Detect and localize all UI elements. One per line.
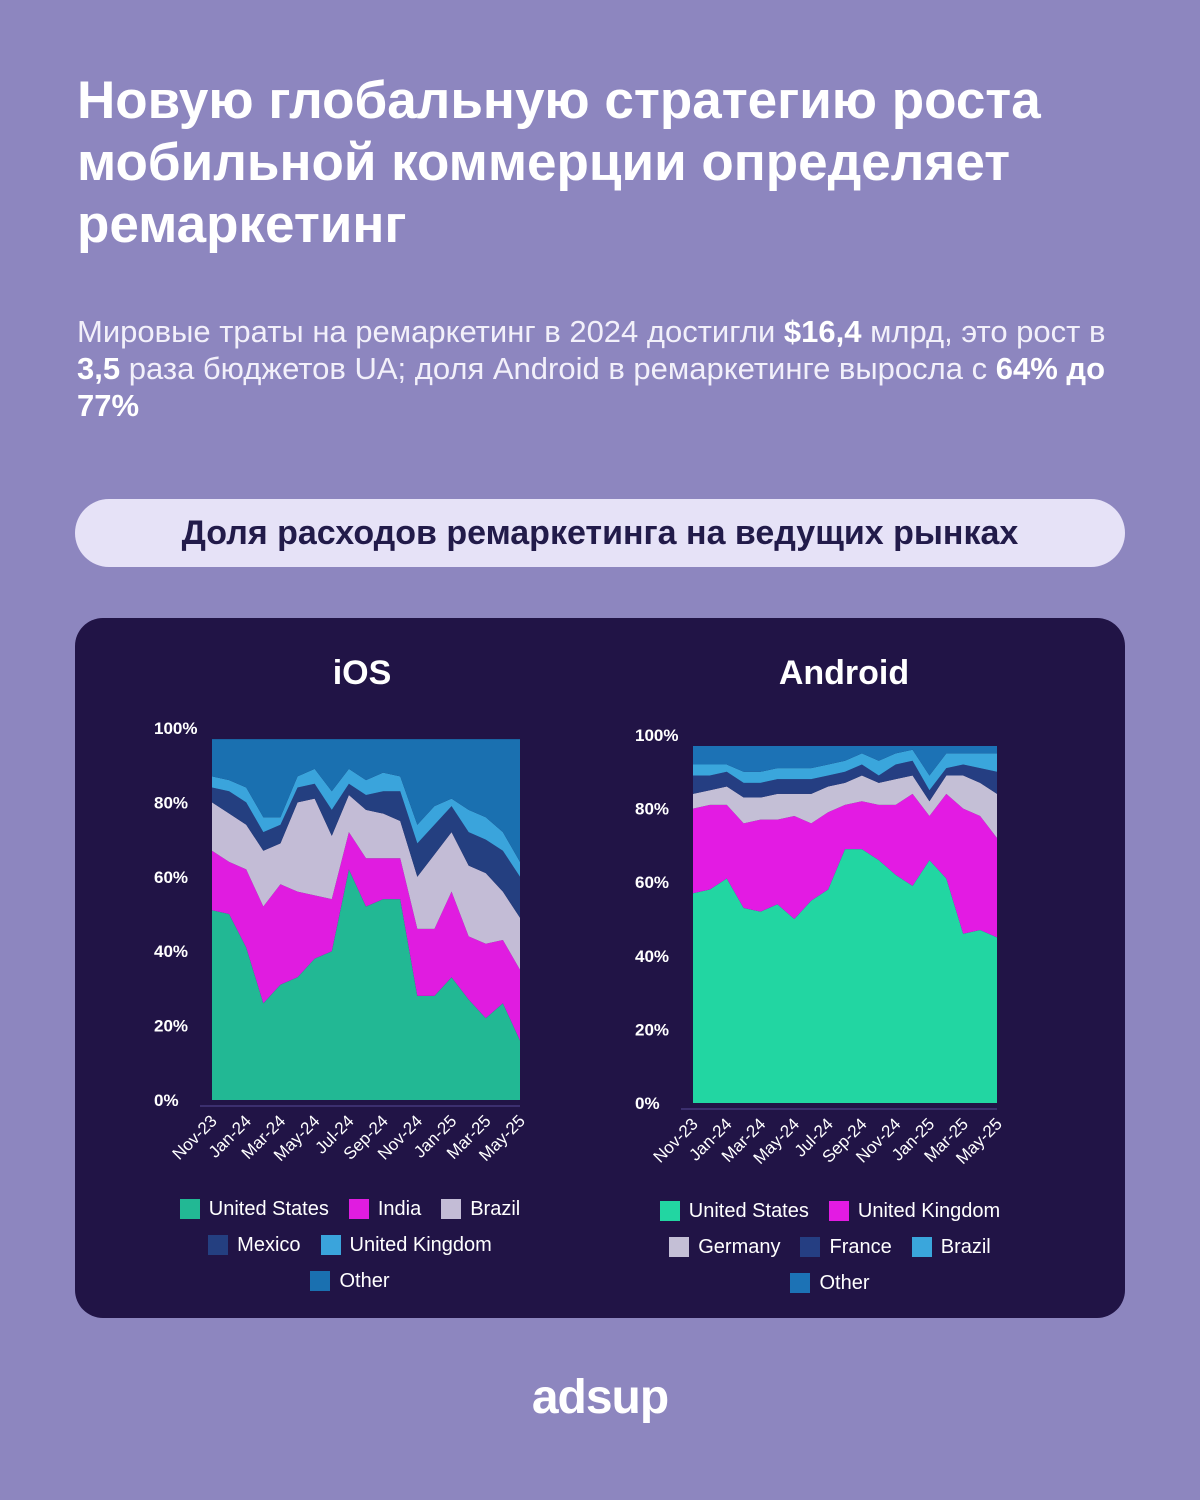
area bbox=[693, 775, 997, 839]
area bbox=[212, 739, 520, 862]
legend-item: Mexico bbox=[208, 1233, 301, 1257]
legend-item: Brazil bbox=[911, 1235, 991, 1259]
legend: United States United Kingdom Germany France… bbox=[600, 1193, 1060, 1301]
legend-row: United States India Brazil bbox=[120, 1191, 580, 1227]
legend-swatch bbox=[669, 1237, 690, 1257]
title: Новую глобальную стратегию роста мобильн… bbox=[77, 71, 1041, 254]
legend-label: United States bbox=[688, 1199, 809, 1222]
legend-row: United States United Kingdom bbox=[600, 1193, 1060, 1229]
logo: adsup bbox=[531, 1371, 669, 1424]
area bbox=[212, 832, 520, 1041]
area bbox=[693, 749, 997, 791]
area bbox=[212, 794, 520, 970]
subtitle-part: 64% до 77% bbox=[77, 351, 1106, 423]
legend-row: Other bbox=[120, 1263, 580, 1299]
legend-row: Other bbox=[600, 1265, 1060, 1301]
legend-item: United States bbox=[179, 1197, 329, 1221]
y-tick-label: 60% bbox=[635, 873, 669, 892]
y-tick-label: 100% bbox=[154, 719, 197, 738]
legend-item: Brazil bbox=[441, 1198, 520, 1221]
subtitle-part: 3,5 bbox=[77, 351, 121, 386]
subtitle-part: раза бюджетов UA; доля Android в ремарке… bbox=[120, 351, 996, 386]
chart-title: iOS bbox=[333, 654, 392, 692]
area bbox=[693, 760, 997, 802]
area bbox=[212, 869, 520, 1100]
legend-item: United Kingdom bbox=[828, 1199, 1001, 1223]
chart-title: Android bbox=[779, 654, 909, 692]
legend-swatch bbox=[320, 1235, 341, 1255]
legend-row: Mexico United Kingdom bbox=[120, 1227, 580, 1263]
legend-item: United States bbox=[659, 1199, 809, 1223]
legend-swatch bbox=[659, 1201, 680, 1221]
legend-label: France bbox=[829, 1235, 892, 1258]
area bbox=[693, 793, 997, 938]
legend-label: Other bbox=[339, 1269, 390, 1292]
y-tick-label: 100% bbox=[635, 726, 678, 745]
legend-item: Other bbox=[310, 1269, 390, 1293]
legend-swatch bbox=[790, 1273, 811, 1293]
legend-item: France bbox=[800, 1235, 892, 1259]
legend-swatch bbox=[441, 1199, 462, 1219]
y-tick-label: 40% bbox=[154, 942, 188, 961]
legend-item: Other bbox=[790, 1271, 870, 1295]
area bbox=[212, 768, 520, 877]
y-tick-label: 60% bbox=[154, 868, 188, 887]
legend-swatch bbox=[310, 1271, 331, 1291]
legend-label: Germany bbox=[698, 1235, 781, 1258]
legend-item: United Kingdom bbox=[320, 1233, 492, 1257]
legend-swatch bbox=[828, 1201, 849, 1221]
legend-label: Other bbox=[819, 1271, 870, 1294]
legend-label: United Kingdom bbox=[349, 1233, 492, 1256]
subtitle: Мировые траты на ремаркетинг в 2024 дост… bbox=[77, 313, 1117, 424]
legend-item: Germany bbox=[669, 1236, 780, 1259]
y-tick-label: 20% bbox=[154, 1017, 188, 1036]
subtitle-part: $16,4 bbox=[783, 314, 862, 349]
subtitle-part: млрд, это рост в bbox=[861, 314, 1106, 349]
legend: United States India Brazil Mexico United Kin… bbox=[120, 1191, 580, 1299]
legend-label: India bbox=[377, 1197, 422, 1220]
subtitle-part: Мировые траты на ремаркетинг в 2024 дост… bbox=[77, 314, 784, 349]
y-tick-label: 40% bbox=[635, 947, 669, 966]
legend-label: Brazil bbox=[940, 1235, 991, 1258]
legend-swatch bbox=[208, 1235, 229, 1255]
legend-label: United Kingdom bbox=[857, 1199, 1001, 1222]
legend-swatch bbox=[348, 1199, 369, 1219]
legend-row: Germany France Brazil bbox=[600, 1229, 1060, 1265]
y-tick-label: 0% bbox=[635, 1094, 660, 1113]
y-tick-label: 80% bbox=[154, 793, 188, 812]
legend-label: United States bbox=[208, 1197, 329, 1220]
legend-swatch bbox=[800, 1237, 821, 1257]
legend-swatch bbox=[911, 1237, 932, 1257]
legend-item: India bbox=[348, 1197, 422, 1221]
y-tick-label: 20% bbox=[635, 1020, 669, 1039]
legend-label: Mexico bbox=[237, 1233, 301, 1256]
y-tick-label: 80% bbox=[635, 800, 669, 819]
legend-swatch bbox=[179, 1199, 200, 1219]
legend-label: Brazil bbox=[470, 1197, 521, 1220]
area bbox=[693, 746, 997, 776]
section-title: Доля расходов ремаркетинга на ведущих ры… bbox=[75, 499, 1125, 567]
area bbox=[693, 849, 997, 1103]
area bbox=[212, 783, 520, 918]
y-tick-label: 0% bbox=[154, 1091, 179, 1110]
